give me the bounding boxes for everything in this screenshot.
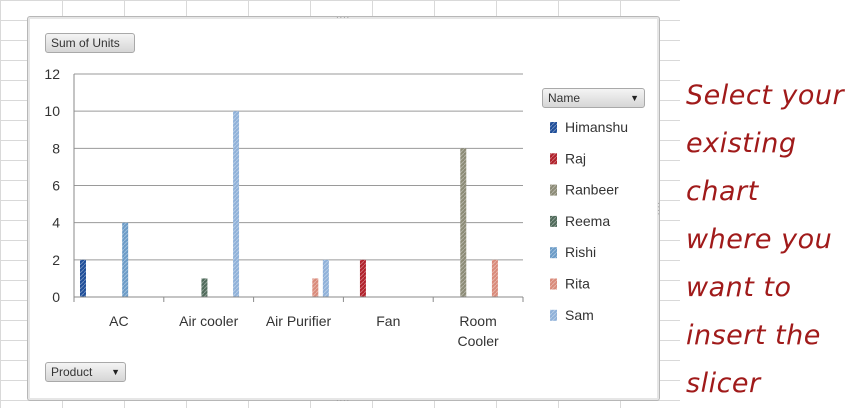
values-field-button[interactable]: Sum of Units (45, 33, 135, 53)
instruction-line: want to (686, 272, 792, 303)
y-tick-label: 4 (52, 215, 60, 231)
axis-field-button[interactable]: Product ▼ (45, 362, 126, 382)
legend-entry[interactable]: Reema (565, 213, 610, 229)
y-tick-label: 2 (52, 252, 60, 268)
dropdown-arrow-icon[interactable]: ▼ (630, 93, 639, 103)
resize-handle-bottom[interactable]: ∙∙∙∙ (336, 395, 351, 405)
chart-plot: 0 2 4 6 8 10 12 AC Air cooler Air Purifier Fan Roo… (44, 66, 628, 349)
instruction-line: where you (686, 224, 833, 255)
legend-entry[interactable]: Rishi (565, 244, 596, 260)
bar-himanshu[interactable] (80, 259, 86, 297)
bar-sam[interactable] (322, 259, 329, 297)
legend-field-button[interactable]: Name ▼ (542, 88, 645, 108)
bar-ranbeer[interactable] (460, 148, 467, 297)
legend-swatch (550, 309, 557, 321)
legend-field-label: Name (548, 91, 581, 105)
legend-swatch (550, 215, 557, 227)
y-tick-label: 6 (52, 178, 60, 194)
x-tick-label: Room Cooler (457, 313, 499, 349)
x-tick-label: Air Purifier (266, 313, 332, 329)
values-field-label: Sum of Units (51, 36, 120, 50)
legend-swatch (550, 184, 557, 196)
legend-swatch (550, 153, 557, 165)
y-tick-label: 10 (44, 103, 60, 119)
legend-entry[interactable]: Sam (565, 307, 594, 323)
instruction-line: Select your (686, 80, 845, 111)
y-tick-label: 12 (44, 66, 60, 82)
instruction-text: Select your existing chart where you wan… (686, 72, 860, 408)
bar-raj[interactable] (359, 259, 366, 297)
y-tick-label: 0 (52, 289, 60, 305)
bar-sam[interactable] (233, 111, 240, 298)
legend-swatch (550, 122, 557, 133)
legend-swatch (550, 247, 557, 259)
y-tick-label: 8 (52, 140, 60, 156)
instruction-line: chart (686, 176, 759, 207)
x-tick-label: Fan (376, 313, 400, 329)
legend-entry[interactable]: Rita (565, 276, 590, 292)
axis-field-label: Product (51, 365, 93, 379)
instruction-line: insert the (686, 320, 821, 351)
instruction-line: existing (686, 128, 797, 159)
resize-handle-top[interactable]: ∙∙∙∙ (336, 12, 351, 22)
bar-rita[interactable] (491, 259, 498, 297)
legend-swatch (550, 278, 557, 290)
resize-handle-right[interactable]: ∙∙∙∙ (654, 202, 664, 217)
legend-entry[interactable]: Himanshu (565, 119, 628, 135)
x-tick-label: AC (109, 313, 128, 329)
pivot-chart[interactable]: ∙∙∙∙ ∙∙∙∙ ∙∙∙∙ Sum of Units Name ▼ Produ… (27, 12, 664, 405)
bar-rita[interactable] (312, 278, 319, 297)
bar-rishi[interactable] (122, 222, 129, 297)
dropdown-arrow-icon[interactable]: ▼ (111, 367, 120, 377)
legend-entry[interactable]: Raj (565, 150, 586, 166)
instruction-line: slicer (686, 368, 761, 399)
legend-entry[interactable]: Ranbeer (565, 182, 619, 198)
x-tick-label: Air cooler (179, 313, 238, 329)
bar-reema[interactable] (201, 278, 208, 297)
